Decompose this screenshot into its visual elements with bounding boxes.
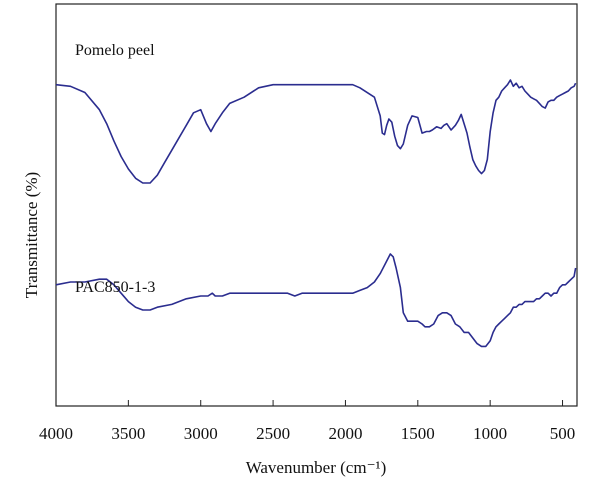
x-tick-label: 4000 (39, 424, 73, 443)
x-axis-label: Wavenumber (cm⁻¹) (246, 458, 387, 477)
x-tick-label: 500 (550, 424, 576, 443)
annotation-pac850: PAC850-1-3 (75, 279, 155, 296)
annotation-pomelo-peel: Pomelo peel (75, 42, 155, 59)
x-axis-ticks: 4000 3500 3000 2500 2000 1500 1000 500 (39, 400, 575, 443)
x-tick-label: 3500 (111, 424, 145, 443)
x-tick-label: 3000 (184, 424, 218, 443)
x-tick-label: 2500 (256, 424, 290, 443)
plot-frame (55, 3, 578, 407)
series-line-1 (55, 79, 577, 184)
x-tick-label: 1500 (401, 424, 435, 443)
y-axis-label: Transmittance (%) (22, 172, 41, 298)
x-tick-label: 2000 (328, 424, 362, 443)
series-line-2 (55, 253, 577, 348)
x-tick-label: 1000 (473, 424, 507, 443)
series-layer (55, 79, 577, 348)
